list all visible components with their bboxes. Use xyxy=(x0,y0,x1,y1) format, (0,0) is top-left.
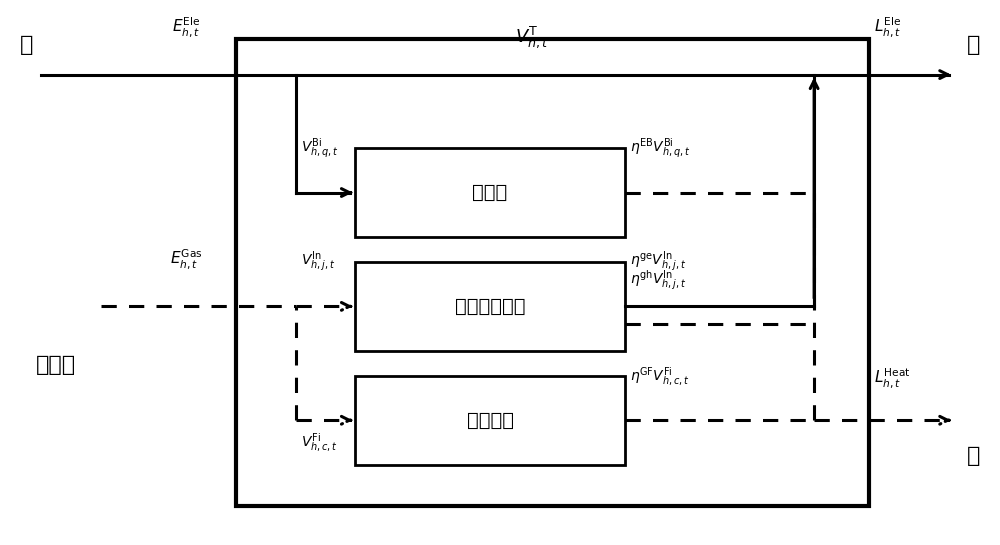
Bar xyxy=(355,262,625,351)
Bar xyxy=(236,39,869,506)
Text: 热: 热 xyxy=(967,445,980,465)
Bar xyxy=(355,148,625,237)
Text: $\eta^{\rm ge}V_{h,j,t}^{\rm In}$: $\eta^{\rm ge}V_{h,j,t}^{\rm In}$ xyxy=(630,250,686,274)
Text: $\eta^{\rm EB}V_{h,q,t}^{\rm Bi}$: $\eta^{\rm EB}V_{h,q,t}^{\rm Bi}$ xyxy=(630,136,690,160)
Text: $\eta^{\rm GF}V_{h,c,t}^{\rm Fi}$: $\eta^{\rm GF}V_{h,c,t}^{\rm Fi}$ xyxy=(630,365,690,387)
Text: $L_{h,t}^{\rm Ele}$: $L_{h,t}^{\rm Ele}$ xyxy=(874,16,901,39)
Text: 电: 电 xyxy=(20,35,33,54)
Text: $\eta^{\rm gh}V_{h,j,t}^{\rm In}$: $\eta^{\rm gh}V_{h,j,t}^{\rm In}$ xyxy=(630,268,686,292)
Text: 电锅炉: 电锅炉 xyxy=(472,183,508,202)
Text: $L_{h,t}^{\rm Heat}$: $L_{h,t}^{\rm Heat}$ xyxy=(874,367,911,390)
Text: $V_{h,c,t}^{\rm Fi}$: $V_{h,c,t}^{\rm Fi}$ xyxy=(301,431,338,453)
Text: $V_{h,j,t}^{\rm In}$: $V_{h,j,t}^{\rm In}$ xyxy=(301,250,335,274)
Text: 燃气锅炉: 燃气锅炉 xyxy=(467,411,514,430)
Text: $V_{h,q,t}^{\rm Bi}$: $V_{h,q,t}^{\rm Bi}$ xyxy=(301,136,338,160)
Text: $E_{h,t}^{\rm Ele}$: $E_{h,t}^{\rm Ele}$ xyxy=(172,16,200,39)
Text: 电: 电 xyxy=(967,35,980,54)
Text: $V_{h,t}^{\rm T}$: $V_{h,t}^{\rm T}$ xyxy=(515,24,549,50)
Text: $E_{h,t}^{\rm Gas}$: $E_{h,t}^{\rm Gas}$ xyxy=(170,247,202,271)
Bar xyxy=(355,376,625,465)
Text: 天然气: 天然气 xyxy=(36,355,76,374)
Text: 热电联产机组: 热电联产机组 xyxy=(455,297,525,316)
